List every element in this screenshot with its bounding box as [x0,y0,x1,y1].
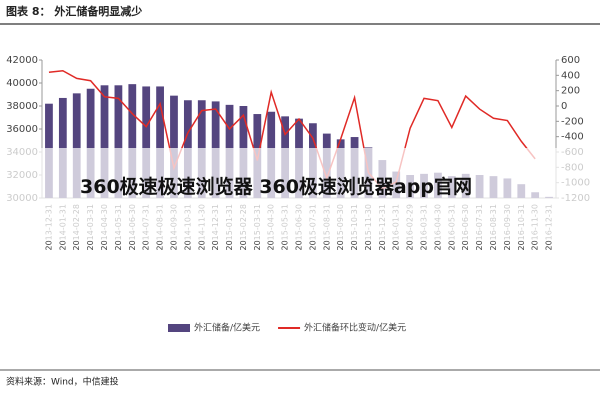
bar [128,84,137,198]
bar [142,86,151,198]
bar [100,85,109,198]
overlay-text: 360极速极速浏览器 360极速浏览器app官网 [80,176,472,198]
y-tick-label: 36000 [6,124,38,135]
bar [114,85,123,198]
overlay [0,148,600,240]
y2-tick-label: 600 [561,55,580,66]
y2-tick-label: 400 [561,70,580,81]
y2-tick-label: -200 [561,116,584,127]
legend-label: 外汇储备/亿美元 [194,322,260,334]
bar [170,95,178,198]
y-tick-label: 40000 [6,78,38,89]
bar [156,86,164,198]
y2-tick-label: 200 [561,86,580,97]
chart-title: 图表 8： 外汇储备明显减少 [6,4,142,18]
line [48,69,536,190]
bar [58,97,67,198]
y2-tick-label: 0 [561,101,567,112]
y-tick-label: 38000 [6,101,38,112]
legend-swatch [168,324,190,332]
bar [86,88,95,198]
bar [72,93,81,198]
source: 资料来源：Wind，中信建投 [6,376,119,388]
y-tick-label: 42000 [6,55,38,66]
y2-tick-label: -400 [561,132,584,143]
legend-label: 外汇储备环比变动/亿美元 [304,322,406,334]
